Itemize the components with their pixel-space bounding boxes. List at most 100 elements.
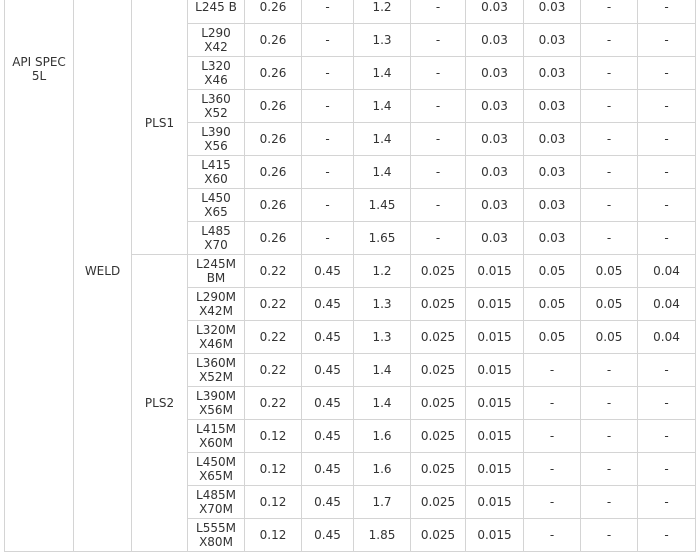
value-cell: -: [301, 89, 354, 123]
grade-line: L320M: [196, 323, 236, 337]
value-cell: 0.025: [410, 485, 466, 519]
value-cell: 0.015: [465, 320, 524, 354]
value-cell: -: [580, 0, 638, 24]
grade-cell: L320 X46: [187, 56, 245, 90]
value-cell: -: [580, 155, 638, 189]
spec-table-container: API SPEC 5L WELD PLS1 L245 B 0.26-1.2-0.03 0.…: [4, 0, 696, 552]
grade-line: X52: [204, 106, 228, 120]
grade-line: L390: [201, 125, 231, 139]
value-cell: -: [580, 221, 638, 255]
value-cell: 0.04: [637, 254, 696, 288]
grade-line: L390M: [196, 389, 236, 403]
value-cell: -: [410, 155, 466, 189]
value-cell: -: [523, 353, 581, 387]
value-cell: 0.025: [410, 518, 466, 552]
product-level-cell: PLS2: [131, 254, 188, 552]
product-level-cell: PLS1: [131, 0, 188, 255]
value-cell: 0.12: [244, 452, 302, 486]
grade-cell: L555M X80M: [187, 518, 245, 552]
value-cell: 1.4: [353, 122, 411, 156]
value-cell: 0.015: [465, 353, 524, 387]
value-cell: -: [410, 221, 466, 255]
grade-line: X46: [204, 73, 228, 87]
value-cell: 0.015: [465, 287, 524, 321]
table-row: L555M X80M 0.12 0.45 1.85 0.025 0.015- - -: [5, 518, 696, 552]
grade-line: X60M: [199, 436, 233, 450]
value-cell: -: [637, 188, 696, 222]
value-cell: 0.22: [244, 320, 302, 354]
grade-line: L245 B: [195, 0, 237, 14]
grade-cell: L415M X60M: [187, 419, 245, 453]
value-cell: 0.04: [637, 287, 696, 321]
value-cell: 0.025: [410, 452, 466, 486]
value-cell: 0.45: [301, 353, 354, 387]
value-cell: 0.025: [410, 287, 466, 321]
value-cell: -: [301, 122, 354, 156]
grade-line: L450M: [196, 455, 236, 469]
value-cell: -: [523, 485, 581, 519]
grade-line: L360: [201, 92, 231, 106]
value-cell: 0.03: [523, 155, 581, 189]
process-cell: WELD: [73, 0, 132, 552]
value-cell: -: [580, 56, 638, 90]
value-cell: 0.03: [465, 23, 524, 57]
value-cell: 0.03: [465, 89, 524, 123]
value-cell: 0.26: [244, 56, 302, 90]
value-cell: 1.4: [353, 155, 411, 189]
value-cell: -: [637, 0, 696, 24]
value-cell: 0.05: [580, 320, 638, 354]
value-cell: -: [523, 386, 581, 420]
value-cell: 0.45: [301, 386, 354, 420]
value-cell: -: [580, 89, 638, 123]
grade-line: L555M: [196, 521, 236, 535]
value-cell: 1.4: [353, 353, 411, 387]
value-cell: 0.26: [244, 221, 302, 255]
value-cell: 0.015: [465, 485, 524, 519]
value-cell: -: [637, 221, 696, 255]
value-cell: 0.03: [465, 56, 524, 90]
value-cell: -: [410, 188, 466, 222]
value-cell: 0.03: [465, 155, 524, 189]
grade-line: X70M: [199, 502, 233, 516]
grade-line: L360M: [196, 356, 236, 370]
value-cell: 1.6: [353, 452, 411, 486]
value-cell: -: [637, 23, 696, 57]
value-cell: 0.025: [410, 254, 466, 288]
value-cell: -: [637, 386, 696, 420]
value-cell: 0.03: [465, 0, 524, 24]
value-cell: -: [580, 485, 638, 519]
value-cell: 0.025: [410, 386, 466, 420]
grade-line: X65: [204, 205, 228, 219]
value-cell: -: [637, 56, 696, 90]
value-cell: 1.2: [353, 254, 411, 288]
grade-line: L415M: [196, 422, 236, 436]
grade-line: L320: [201, 59, 231, 73]
table-row: L290 X42 0.26-1.3-0.03 0.03- -: [5, 23, 696, 57]
grade-cell: L450 X65: [187, 188, 245, 222]
value-cell: 0.22: [244, 287, 302, 321]
value-cell: -: [637, 155, 696, 189]
table-row: API SPEC 5L WELD PLS1 L245 B 0.26-1.2-0.03 0.…: [4, 0, 696, 552]
value-cell: 0.03: [523, 188, 581, 222]
value-cell: 1.3: [353, 287, 411, 321]
grade-cell: L290M X42M: [187, 287, 245, 321]
grade-line: L290M: [196, 290, 236, 304]
value-cell: -: [580, 353, 638, 387]
value-cell: 0.26: [244, 23, 302, 57]
value-cell: 1.3: [353, 320, 411, 354]
value-cell: 0.03: [465, 221, 524, 255]
value-cell: 1.85: [353, 518, 411, 552]
grade-cell: L245 B: [187, 0, 245, 24]
grade-line: L415: [201, 158, 231, 172]
value-cell: -: [637, 518, 696, 552]
value-cell: -: [637, 485, 696, 519]
value-cell: 1.4: [353, 56, 411, 90]
value-cell: 0.26: [244, 155, 302, 189]
table-row: L485M X70M 0.12 0.45 1.7 0.025 0.015- - -: [5, 485, 696, 519]
value-cell: -: [301, 221, 354, 255]
grade-cell: L390 X56: [187, 122, 245, 156]
value-cell: 1.2: [353, 0, 411, 24]
value-cell: 0.45: [301, 452, 354, 486]
value-cell: 0.45: [301, 254, 354, 288]
value-cell: -: [410, 56, 466, 90]
